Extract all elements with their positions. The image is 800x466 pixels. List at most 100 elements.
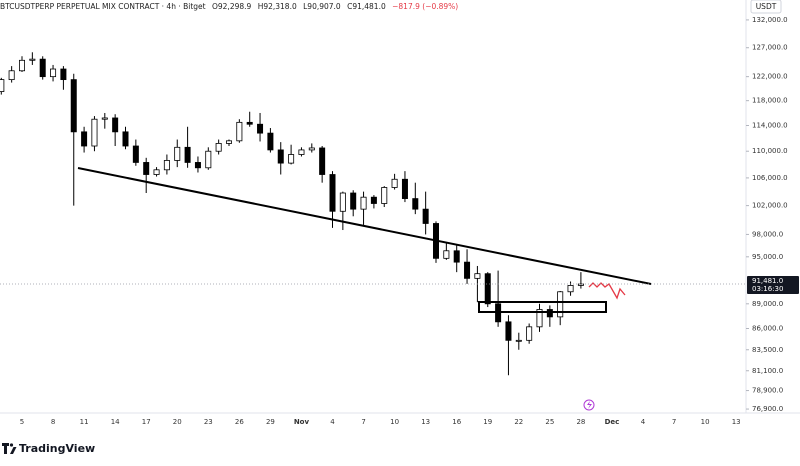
candle-body bbox=[350, 192, 357, 210]
candle-body bbox=[298, 149, 305, 155]
y-tick-label: 86,000.0 bbox=[752, 325, 783, 333]
candle-body bbox=[319, 147, 326, 175]
candle-body bbox=[112, 117, 119, 133]
candle-body bbox=[0, 79, 5, 92]
y-tick-label: 114,000.0 bbox=[752, 122, 788, 130]
countdown-label: 03:16:30 bbox=[752, 285, 783, 293]
y-tick-label: 83,500.0 bbox=[752, 346, 783, 354]
y-tick-label: 132,000.0 bbox=[752, 16, 788, 24]
candle-body bbox=[505, 321, 512, 341]
candle-body bbox=[339, 192, 346, 212]
x-tick-label: 10 bbox=[390, 418, 399, 426]
candle-body bbox=[50, 68, 57, 78]
candle-body bbox=[288, 154, 295, 164]
candle-body bbox=[132, 145, 139, 163]
candle-body bbox=[464, 261, 471, 279]
candle-body bbox=[122, 131, 129, 147]
candle-body bbox=[91, 118, 98, 147]
y-tick-label: 98,000.0 bbox=[752, 230, 783, 238]
x-tick-label: 4 bbox=[641, 418, 646, 426]
support-box bbox=[478, 301, 607, 313]
candle-body bbox=[526, 326, 533, 341]
candle-body bbox=[246, 121, 253, 125]
candle-body bbox=[184, 146, 191, 163]
candle-body bbox=[18, 59, 25, 72]
candle-body bbox=[236, 121, 243, 142]
brand-logo-dot bbox=[9, 443, 14, 447]
candle-body bbox=[443, 250, 450, 259]
candle-body bbox=[422, 208, 429, 224]
y-tick-label: 78,900.0 bbox=[752, 387, 783, 395]
x-tick-label: 10 bbox=[701, 418, 710, 426]
x-tick-label: 11 bbox=[80, 418, 89, 426]
x-tick-label: 14 bbox=[111, 418, 120, 426]
candle-body bbox=[29, 58, 36, 61]
candle-body bbox=[412, 198, 419, 210]
candle-body bbox=[515, 339, 522, 342]
candle-body bbox=[536, 309, 543, 328]
event-icon bbox=[583, 399, 595, 411]
x-tick-label: 28 bbox=[576, 418, 585, 426]
y-tick-label: 76,900.0 bbox=[752, 405, 783, 413]
y-tick-label: 95,000.0 bbox=[752, 253, 783, 261]
candle-body bbox=[370, 196, 377, 204]
candle-body bbox=[267, 132, 274, 151]
x-tick-label: Dec bbox=[605, 418, 620, 426]
candle-body bbox=[194, 162, 201, 169]
candle-body bbox=[153, 169, 160, 175]
symbol-title: BTCUSDTPERP PERPETUAL MIX CONTRACT · 4h … bbox=[0, 2, 206, 11]
y-tick-label: 110,000.0 bbox=[752, 147, 788, 155]
candle-body bbox=[81, 131, 88, 147]
brand-logo-slash bbox=[10, 447, 17, 454]
candle-body bbox=[163, 160, 170, 171]
y-tick-label: 89,000.0 bbox=[752, 300, 783, 308]
candle-body bbox=[546, 309, 553, 318]
candle-body bbox=[174, 146, 181, 161]
x-tick-label: 26 bbox=[235, 418, 244, 426]
candle-body bbox=[215, 143, 222, 152]
candle-body bbox=[453, 250, 460, 263]
event-icon-bolt bbox=[587, 401, 592, 409]
ohlc-low: L90,907.0 bbox=[303, 2, 341, 11]
candle-body bbox=[329, 174, 336, 212]
candle-body bbox=[277, 149, 284, 164]
x-tick-label: 16 bbox=[452, 418, 461, 426]
candle-body bbox=[143, 162, 150, 175]
x-tick-label: 23 bbox=[204, 418, 213, 426]
y-tick-label: 118,000.0 bbox=[752, 97, 788, 105]
x-tick-label: Nov bbox=[294, 418, 310, 426]
candle-body bbox=[577, 283, 584, 286]
x-tick-label: 17 bbox=[142, 418, 151, 426]
y-tick-label: 81,100.0 bbox=[752, 367, 783, 375]
candle-body bbox=[567, 285, 574, 293]
ohlc-change: −817.9 (−0.89%) bbox=[392, 2, 458, 11]
x-tick-label: 13 bbox=[732, 418, 741, 426]
y-tick-label: 122,000.0 bbox=[752, 73, 788, 81]
candle-body bbox=[257, 123, 264, 134]
x-tick-label: 5 bbox=[20, 418, 24, 426]
candle-body bbox=[474, 273, 481, 279]
candle-body bbox=[308, 147, 315, 151]
candle-body bbox=[381, 187, 388, 204]
candle-body bbox=[101, 117, 108, 120]
x-tick-label: 19 bbox=[483, 418, 492, 426]
y-tick-label: 102,000.0 bbox=[752, 202, 788, 210]
x-tick-label: 7 bbox=[672, 418, 676, 426]
candle-body bbox=[60, 68, 67, 81]
candle-body bbox=[391, 178, 398, 188]
candle-body bbox=[39, 58, 46, 78]
y-tick-label: 127,000.0 bbox=[752, 44, 788, 52]
x-tick-label: 13 bbox=[421, 418, 430, 426]
ohlc-close: C91,481.0 bbox=[347, 2, 386, 11]
y-tick-label: 106,000.0 bbox=[752, 174, 788, 182]
candle-body bbox=[360, 196, 367, 210]
currency-box[interactable] bbox=[750, 0, 782, 14]
x-tick-label: 8 bbox=[51, 418, 55, 426]
currency-label[interactable]: USDT bbox=[756, 2, 777, 11]
ohlc-high: H92,318.0 bbox=[258, 2, 297, 11]
candle-body bbox=[70, 79, 77, 133]
x-tick-label: 29 bbox=[266, 418, 275, 426]
candle-body bbox=[8, 70, 15, 81]
x-tick-label: 7 bbox=[361, 418, 365, 426]
